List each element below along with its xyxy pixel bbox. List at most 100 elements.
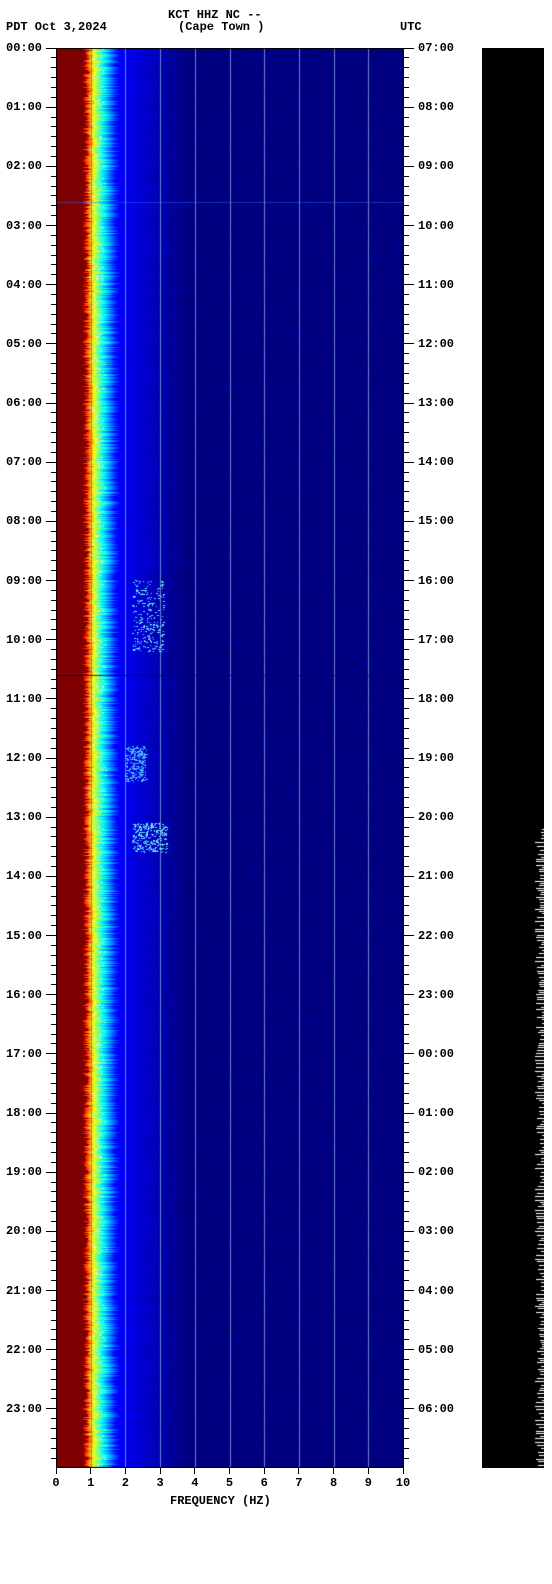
time-tick-minor: [51, 866, 56, 867]
utc-time-label: 07:00: [418, 41, 454, 55]
time-tick-minor: [51, 718, 56, 719]
time-tick-major: [404, 462, 414, 463]
time-tick-minor: [51, 905, 56, 906]
utc-time-label: 10:00: [418, 219, 454, 233]
time-tick-minor: [51, 1428, 56, 1429]
time-tick-minor: [404, 629, 409, 630]
time-tick-minor: [51, 1004, 56, 1005]
time-tick-minor: [404, 481, 409, 482]
time-tick-major: [404, 1290, 414, 1291]
time-tick-minor: [51, 274, 56, 275]
time-tick-major: [46, 1408, 56, 1409]
time-tick-minor: [51, 659, 56, 660]
time-tick-minor: [51, 136, 56, 137]
time-tick-minor: [404, 126, 409, 127]
time-tick-minor: [404, 896, 409, 897]
time-tick-minor: [404, 1310, 409, 1311]
utc-time-label: 08:00: [418, 100, 454, 114]
time-tick-minor: [404, 925, 409, 926]
time-tick-minor: [404, 679, 409, 680]
time-tick-minor: [51, 610, 56, 611]
time-tick-major: [404, 284, 414, 285]
freq-tick-label: 0: [52, 1476, 59, 1490]
pdt-time-label: 11:00: [6, 692, 42, 706]
utc-time-label: 22:00: [418, 929, 454, 943]
pdt-time-label: 10:00: [6, 633, 42, 647]
time-tick-minor: [51, 1418, 56, 1419]
time-tick-minor: [51, 886, 56, 887]
time-tick-minor: [404, 866, 409, 867]
time-tick-minor: [51, 215, 56, 216]
utc-time-label: 19:00: [418, 751, 454, 765]
time-tick-minor: [51, 1103, 56, 1104]
time-tick-minor: [404, 215, 409, 216]
time-tick-minor: [51, 146, 56, 147]
freq-tick-label: 7: [295, 1476, 302, 1490]
utc-time-label: 16:00: [418, 574, 454, 588]
time-tick-minor: [404, 324, 409, 325]
time-tick-minor: [51, 1448, 56, 1449]
time-tick-major: [46, 758, 56, 759]
time-tick-minor: [51, 1251, 56, 1252]
time-tick-minor: [51, 974, 56, 975]
time-tick-major: [46, 343, 56, 344]
tz-right-label: UTC: [400, 20, 422, 34]
time-tick-minor: [51, 649, 56, 650]
time-tick-minor: [404, 846, 409, 847]
utc-time-label: 14:00: [418, 455, 454, 469]
time-tick-minor: [404, 501, 409, 502]
time-tick-minor: [51, 915, 56, 916]
freq-tick-label: 3: [156, 1476, 163, 1490]
pdt-time-label: 08:00: [6, 514, 42, 528]
time-tick-minor: [51, 1379, 56, 1380]
time-tick-minor: [404, 659, 409, 660]
time-tick-major: [46, 48, 56, 49]
time-tick-minor: [404, 807, 409, 808]
time-tick-minor: [404, 1152, 409, 1153]
time-tick-minor: [51, 1270, 56, 1271]
time-tick-minor: [404, 550, 409, 551]
utc-time-label: 21:00: [418, 869, 454, 883]
freq-tick: [368, 1468, 369, 1474]
time-tick-minor: [51, 432, 56, 433]
time-tick-minor: [404, 1251, 409, 1252]
pdt-time-label: 18:00: [6, 1106, 42, 1120]
time-tick-minor: [404, 984, 409, 985]
time-tick-minor: [51, 1093, 56, 1094]
time-tick-minor: [51, 541, 56, 542]
time-tick-minor: [404, 1359, 409, 1360]
time-tick-minor: [51, 1201, 56, 1202]
time-tick-minor: [51, 117, 56, 118]
time-tick-major: [404, 521, 414, 522]
time-tick-minor: [51, 748, 56, 749]
time-tick-minor: [404, 353, 409, 354]
pdt-time-label: 05:00: [6, 337, 42, 351]
utc-time-label: 09:00: [418, 159, 454, 173]
time-tick-major: [46, 1053, 56, 1054]
time-tick-minor: [51, 896, 56, 897]
freq-tick: [194, 1468, 195, 1474]
time-tick-minor: [51, 777, 56, 778]
time-tick-major: [404, 343, 414, 344]
utc-time-label: 23:00: [418, 988, 454, 1002]
time-tick-minor: [51, 333, 56, 334]
time-tick-major: [404, 1172, 414, 1173]
time-tick-minor: [404, 1132, 409, 1133]
time-tick-minor: [404, 511, 409, 512]
time-tick-minor: [404, 472, 409, 473]
time-tick-minor: [51, 836, 56, 837]
time-tick-minor: [51, 393, 56, 394]
time-tick-minor: [51, 600, 56, 601]
time-tick-major: [46, 1290, 56, 1291]
time-tick-minor: [51, 87, 56, 88]
time-tick-minor: [404, 195, 409, 196]
freq-tick: [125, 1468, 126, 1474]
pdt-time-label: 22:00: [6, 1343, 42, 1357]
time-tick-minor: [404, 136, 409, 137]
freq-tick-label: 5: [226, 1476, 233, 1490]
utc-time-label: 06:00: [418, 1402, 454, 1416]
time-tick-major: [46, 1172, 56, 1173]
time-tick-minor: [51, 945, 56, 946]
time-tick-minor: [404, 1201, 409, 1202]
time-tick-minor: [404, 1043, 409, 1044]
